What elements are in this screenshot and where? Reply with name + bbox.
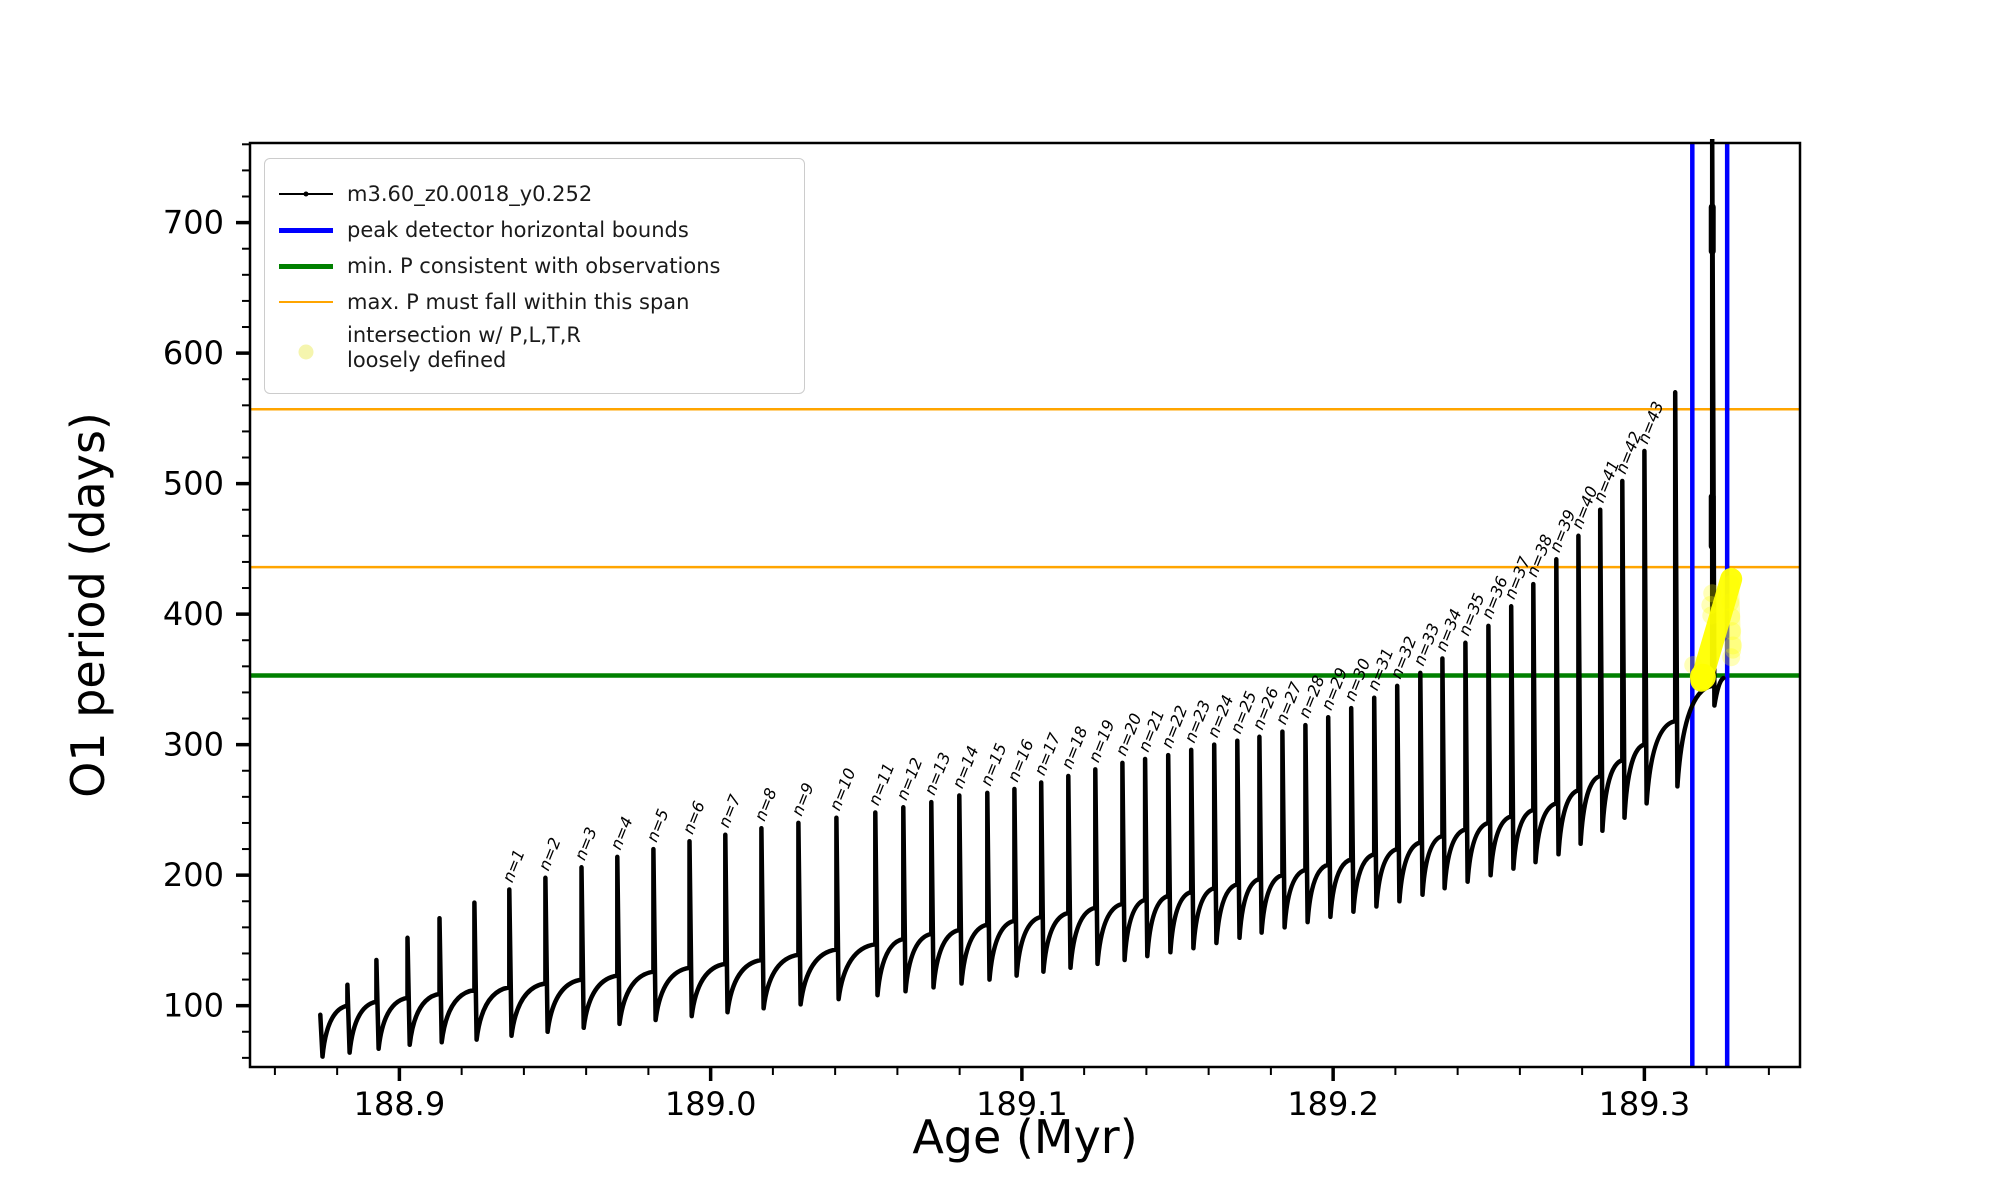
x-tick-label-189.1: 189.1 [976,1085,1068,1123]
x-tick-label-189.3: 189.3 [1599,1085,1691,1123]
pulse-label-n2: n=2 [534,835,564,873]
pulse-label-n13: n=13 [920,750,954,798]
pulse-label-n7: n=7 [714,791,745,830]
horizontal-reference-lines [250,407,1800,678]
legend-entry-max-p: max. P must fall within this span [275,287,786,317]
yellow-circle-swatch [275,333,337,363]
pulse-label-n8: n=8 [750,785,780,823]
legend-entry-series: m3.60_z0.0018_y0.252 [275,179,786,209]
highlight-faint-point [1722,648,1741,667]
pulse-label-n12: n=12 [892,755,926,803]
blue-line-swatch [275,215,337,245]
pulse-label-n9: n=9 [788,780,818,818]
legend-entry-min-p: min. P consistent with observations [275,251,786,281]
orange-line-swatch [275,287,337,317]
highlight-faint-point [1724,636,1743,655]
x-tick-label-189.0: 189.0 [665,1085,757,1123]
legend: m3.60_z0.0018_y0.252 peak detector horiz… [264,158,805,394]
pulse-label-n18: n=18 [1057,724,1091,772]
legend-entry-peak-bounds: peak detector horizontal bounds [275,215,786,245]
y-tick-label-300: 300 [163,726,224,764]
pulse-label-n3: n=3 [571,824,601,862]
x-axis-label: Age (Myr) [912,1110,1138,1164]
pulse-label-n4: n=4 [606,814,636,852]
legend-entry-label: intersection w/ P,L,T,R loosely defined [347,323,581,372]
x-tick-label-188.9: 188.9 [354,1085,446,1123]
pulse-label-n14: n=14 [948,743,982,791]
pulse-label-n5: n=5 [642,806,672,844]
legend-entry-label: max. P must fall within this span [347,289,690,314]
y-tick-label-400: 400 [163,595,224,633]
y-tick-label-500: 500 [163,465,224,503]
intersection-highlight [1684,567,1743,692]
highlight-core-blob [1689,663,1716,690]
pulse-label-n11: n=11 [864,760,898,808]
pulse-track-line [318,139,1726,1059]
pulse-label-n43: n=43 [1633,399,1667,447]
y-tick-label-700: 700 [163,204,224,242]
green-line-swatch [275,251,337,281]
legend-entry-label: min. P consistent with observations [347,253,721,278]
plot-frame [248,141,1802,1069]
y-tick-label-200: 200 [163,856,224,894]
legend-entry-intersection: intersection w/ P,L,T,R loosely defined [275,323,786,373]
x-tick-label-189.2: 189.2 [1287,1085,1379,1123]
pulse-label-n6: n=6 [679,798,709,836]
pulse-label-n10: n=10 [825,765,859,813]
series-line-swatch [275,179,337,209]
pulse-label-n16: n=16 [1004,737,1038,785]
y-tick-label-600: 600 [163,334,224,372]
highlight-core-stroke [1690,567,1743,692]
axis-tick-labels: 188.9 189.0 189.1 189.2 189.3 100 200 300 400 500… [163,204,1690,1123]
legend-entry-label: m3.60_z0.0018_y0.252 [347,181,593,206]
pulse-label-n17: n=17 [1030,729,1064,778]
y-tick-label-100: 100 [163,987,224,1025]
legend-entry-label: peak detector horizontal bounds [347,217,689,242]
series-track [318,139,1726,1059]
pulse-label-n15: n=15 [976,741,1010,789]
y-axis-label: O1 period (days) [61,412,115,798]
pulse-label-n1: n=1 [498,847,528,885]
pulse-label-n19: n=19 [1084,717,1118,765]
axis-ticks [236,143,1770,1081]
